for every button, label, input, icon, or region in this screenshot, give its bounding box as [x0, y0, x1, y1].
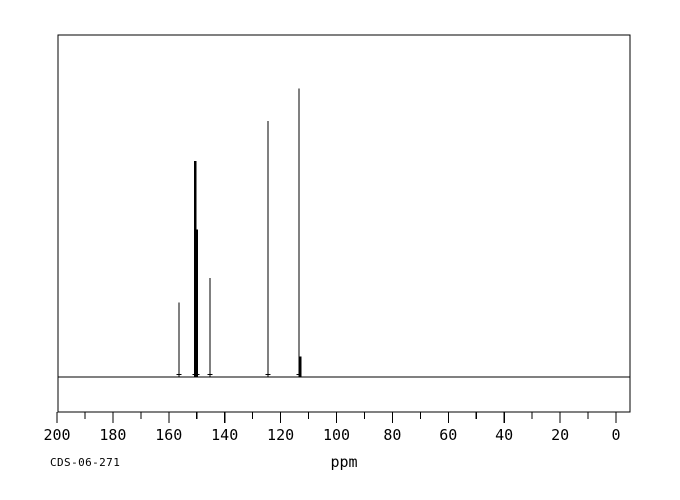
axis-tick-label: 160	[155, 426, 182, 444]
axis-tick-label: 80	[383, 426, 401, 444]
axis-tick-label: 200	[43, 426, 70, 444]
axis-tick-label: 120	[267, 426, 294, 444]
plot-frame	[57, 34, 631, 413]
axis-tick-label: 100	[323, 426, 350, 444]
axis-tick-label: 20	[551, 426, 569, 444]
x-axis-title: ppm	[330, 453, 357, 471]
axis-ticks	[56, 412, 617, 423]
axis-tick-label: 40	[495, 426, 513, 444]
axis-tick-label: 140	[211, 426, 238, 444]
peak-trace	[176, 88, 302, 377]
axis-tick-label: 0	[611, 426, 620, 444]
sample-id-label: CDS-06-271	[50, 456, 120, 469]
axis-tick-label: 180	[99, 426, 126, 444]
axis-tick-labels: 200 180 160 140 120 100 80 60 40 20 0	[43, 426, 620, 444]
axis-tick-label: 60	[439, 426, 457, 444]
